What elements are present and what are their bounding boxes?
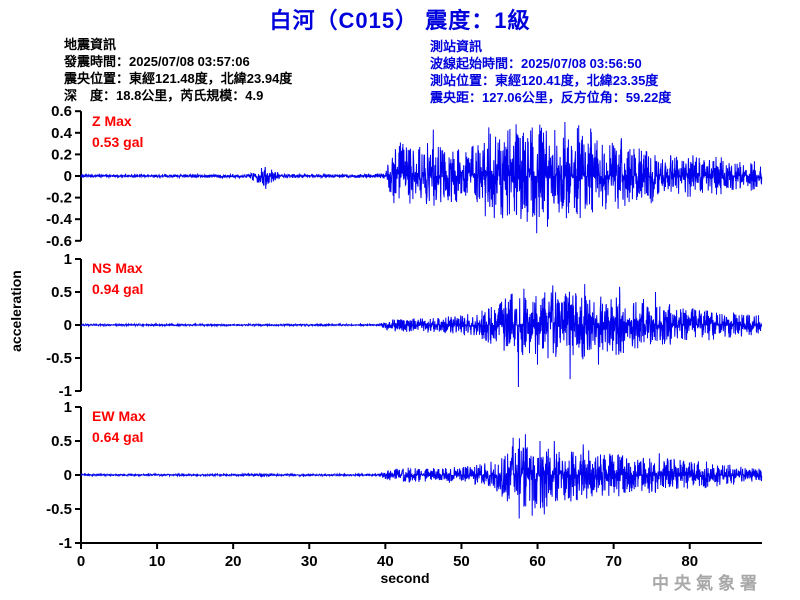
ns-waveform-trace	[80, 284, 763, 388]
z-y-tick-label: -0.4	[46, 211, 73, 228]
z-max-label: Z Max	[92, 113, 132, 129]
station-info-start-time: 波線起始時間：2025/07/08 03:56:50	[430, 56, 642, 71]
x-tick-label: 70	[605, 553, 622, 570]
event-info-heading: 地震資訊	[64, 37, 117, 52]
z-y-tick-label: -0.6	[46, 233, 72, 250]
z-y-tick-label: -0.2	[46, 190, 72, 207]
station-info-heading: 測站資訊	[430, 39, 483, 54]
ew-max-label: EW Max	[92, 408, 146, 424]
event-info-epicenter: 震央位置：東經121.48度，北緯23.94度	[64, 71, 293, 86]
event-info-origin-time: 發震時間：2025/07/08 03:57:06	[64, 54, 250, 69]
x-tick-label: 40	[377, 553, 394, 570]
station-info-block: 測站資訊波線起始時間：2025/07/08 03:56:50 測站位置：東經120…	[430, 38, 671, 106]
x-axis-title: second	[380, 570, 430, 586]
y-axis-title: acceleration	[8, 270, 24, 352]
ew-y-tick-label: -0.5	[46, 501, 72, 518]
z-y-tick-label: 0	[64, 168, 72, 185]
z-max-annotation: Z Max 0.53 gal	[92, 111, 143, 153]
ns-y-tick-label: -1	[59, 383, 72, 400]
ew-y-tick-label: -1	[59, 535, 72, 552]
station-info-distance-azimuth: 震央距：127.06公里，反方位角：59.22度	[430, 90, 672, 105]
z-max-value: 0.53 gal	[92, 134, 144, 150]
z-y-tick-label: 0.2	[51, 146, 72, 163]
x-tick-label: 50	[453, 553, 470, 570]
ns-y-tick-label: 1	[64, 251, 72, 268]
ns-max-label: NS Max	[92, 260, 143, 276]
x-tick-label: 0	[77, 553, 85, 570]
ew-y-tick-label: 0.5	[51, 433, 72, 450]
ew-max-annotation: EW Max 0.64 gal	[92, 406, 146, 448]
ns-y-tick-label: 0	[64, 317, 72, 334]
ew-y-tick-label: 1	[64, 399, 72, 416]
event-info-depth-magnitude: 深 度：18.8公里，芮氏規模：4.9	[64, 88, 264, 103]
x-tick-label: 10	[149, 553, 166, 570]
ns-max-annotation: NS Max 0.94 gal	[92, 258, 143, 300]
x-tick-label: 20	[225, 553, 242, 570]
page-title: 白河（C015） 震度：1級	[269, 8, 531, 33]
ns-y-tick-label: -0.5	[46, 350, 72, 367]
station-info-location: 測站位置：東經120.41度，北緯23.35度	[430, 73, 659, 88]
ns-y-tick-label: 0.5	[51, 284, 72, 301]
x-tick-label: 30	[301, 553, 318, 570]
x-tick-label: 80	[681, 553, 698, 570]
z-waveform-trace	[80, 121, 763, 234]
z-y-tick-label: 0.6	[51, 103, 72, 120]
z-y-tick-label: 0.4	[51, 125, 73, 142]
event-info-block: 地震資訊發震時間：2025/07/08 03:57:06 震央位置：東經121.4…	[64, 36, 292, 104]
ns-max-value: 0.94 gal	[92, 281, 144, 297]
agency-watermark: 中央氣象署	[652, 574, 762, 594]
ew-waveform-trace	[80, 434, 763, 519]
ew-max-value: 0.64 gal	[92, 429, 144, 445]
x-tick-label: 60	[529, 553, 546, 570]
ew-y-tick-label: 0	[64, 467, 72, 484]
